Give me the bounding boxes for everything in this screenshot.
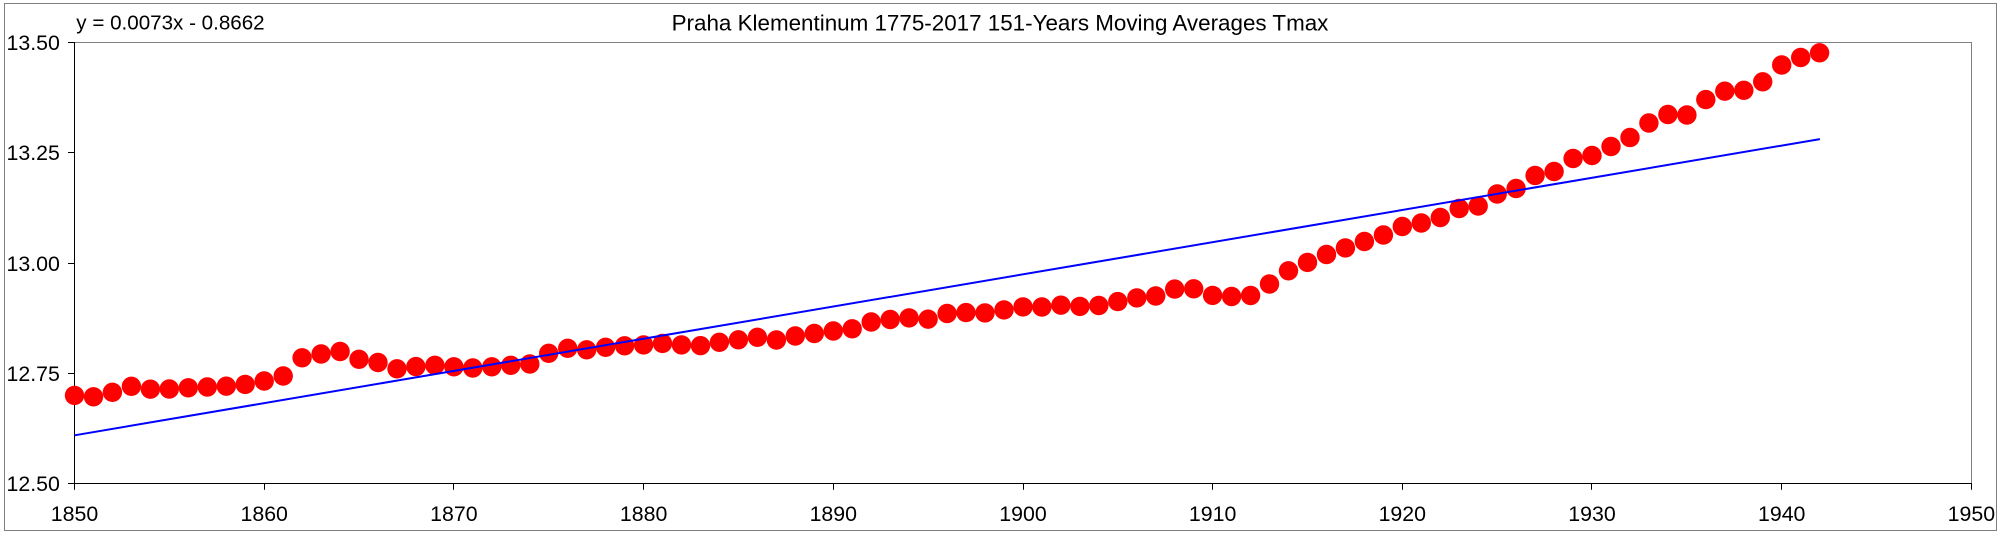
svg-text:1950: 1950 [1948, 502, 1996, 526]
svg-text:13.50: 13.50 [7, 31, 61, 55]
svg-text:1880: 1880 [620, 502, 668, 526]
svg-text:y = 0.0073x - 0.8662: y = 0.0073x - 0.8662 [76, 11, 264, 34]
svg-text:13.00: 13.00 [7, 252, 61, 276]
svg-text:1900: 1900 [999, 502, 1047, 526]
svg-text:1870: 1870 [430, 502, 478, 526]
svg-text:12.50: 12.50 [7, 472, 61, 496]
svg-text:13.25: 13.25 [7, 141, 60, 165]
svg-text:1940: 1940 [1758, 502, 1806, 526]
svg-text:1850: 1850 [51, 502, 99, 526]
svg-text:1910: 1910 [1189, 502, 1237, 526]
svg-text:1920: 1920 [1379, 502, 1427, 526]
svg-text:12.75: 12.75 [7, 362, 60, 386]
svg-text:1860: 1860 [240, 502, 288, 526]
svg-text:Praha Klementinum 1775-2017 15: Praha Klementinum 1775-2017 151-Years Mo… [672, 10, 1329, 35]
svg-text:1890: 1890 [810, 502, 858, 526]
svg-text:1930: 1930 [1568, 502, 1616, 526]
